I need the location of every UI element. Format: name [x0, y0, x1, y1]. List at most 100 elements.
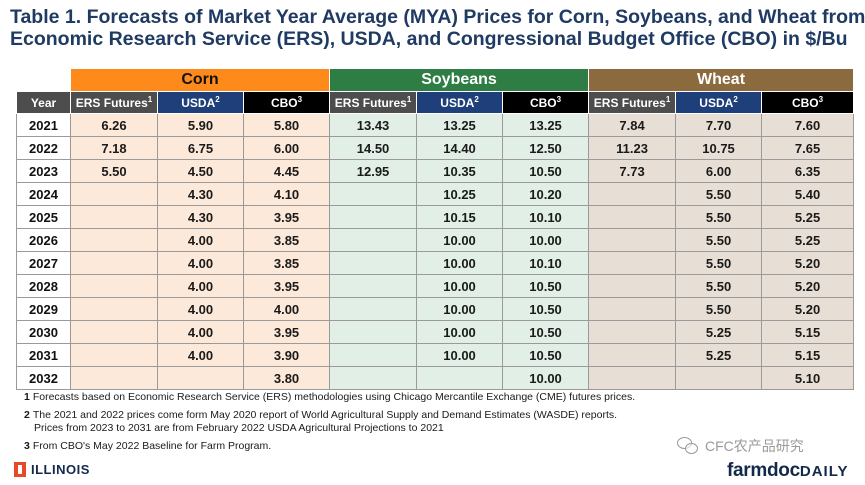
table-row: 2021 6.26 5.90 5.80 13.43 13.25 13.25 7.84 7.70 7…	[16, 113, 855, 137]
column-header-footnote-mark: 3	[818, 95, 824, 104]
corn-cbo-cell: 3.85	[242, 228, 331, 252]
table-title: Table 1. Forecasts of Market Year Averag…	[10, 6, 865, 50]
soy-ers-cell	[329, 182, 418, 206]
illinois-block-i-icon	[14, 462, 26, 477]
soy-cbo-cell: 10.50	[502, 320, 590, 344]
wheat-ers-cell	[588, 320, 677, 344]
column-header-footnote-mark: 3	[556, 95, 562, 104]
corn-ers-cell	[70, 182, 158, 206]
corn-usda-cell: 4.00	[157, 274, 244, 298]
table-row: 2030 4.00 3.95 10.00 10.50 5.25 5.15	[16, 320, 855, 344]
column-header-label: USDA	[440, 96, 475, 110]
corn-cbo-cell: 4.45	[242, 159, 331, 183]
wheat-cbo-cell: 5.15	[761, 320, 855, 344]
soy-cbo-cell: 10.50	[502, 343, 590, 367]
wheat-cbo-cell: 5.20	[761, 251, 855, 275]
soy-ers-cell	[329, 320, 418, 344]
soy-ers-cell	[329, 251, 418, 275]
corn-usda-cell: 4.00	[157, 251, 244, 275]
soy-usda-cell: 10.00	[416, 251, 504, 275]
column-header-footnote-mark: 3	[297, 95, 303, 104]
soy-cbo-cell: 10.00	[502, 228, 590, 252]
column-header-soy-usda: USDA2	[416, 91, 504, 114]
watermark-text: CFC农产品研究	[705, 438, 804, 454]
column-header-label: CBO	[529, 96, 557, 110]
wheat-ers-cell	[588, 182, 677, 206]
price-forecast-table: Corn Soybeans Wheat Year ERS Futures1 USD…	[16, 68, 855, 390]
column-header-footnote-mark: 1	[665, 95, 671, 104]
column-header-footnote-mark: 2	[215, 95, 220, 104]
corn-ers-cell	[70, 228, 158, 252]
wheat-usda-cell: 10.75	[675, 136, 763, 160]
table-row: 2029 4.00 4.00 10.00 10.50 5.50 5.20	[16, 297, 855, 321]
corn-usda-cell: 4.00	[157, 343, 244, 367]
footnote-3: 3 From CBO's May 2022 Baseline for Farm P…	[24, 440, 664, 453]
wheat-ers-cell	[588, 366, 677, 390]
table-row: 2023 5.50 4.50 4.45 12.95 10.35 10.50 7.73 6.00 6…	[16, 159, 855, 183]
table-row: 2025 4.30 3.95 10.15 10.10 5.50 5.25	[16, 205, 855, 229]
corn-ers-cell	[70, 343, 158, 367]
soy-usda-cell: 10.00	[416, 228, 504, 252]
soy-ers-cell: 12.95	[329, 159, 418, 183]
year-cell: 2023	[16, 159, 71, 183]
soy-cbo-cell: 10.10	[502, 251, 590, 275]
corn-usda-cell: 4.30	[157, 205, 244, 229]
wheat-cbo-cell: 5.25	[761, 228, 855, 252]
group-header-spacer	[16, 68, 71, 92]
wheat-cbo-cell: 5.25	[761, 205, 855, 229]
table-row: 2027 4.00 3.85 10.00 10.10 5.50 5.20	[16, 251, 855, 275]
wheat-usda-cell: 5.25	[675, 343, 763, 367]
soy-usda-cell: 13.25	[416, 113, 504, 137]
year-cell: 2026	[16, 228, 71, 252]
corn-cbo-cell: 3.95	[242, 274, 331, 298]
daily-wordmark: DAILY	[799, 463, 849, 480]
corn-cbo-cell: 5.80	[242, 113, 331, 137]
corn-cbo-cell: 6.00	[242, 136, 331, 160]
soy-ers-cell	[329, 343, 418, 367]
corn-cbo-cell: 3.95	[242, 320, 331, 344]
year-cell: 2024	[16, 182, 71, 206]
wheat-usda-cell: 5.50	[675, 228, 763, 252]
wheat-ers-cell: 7.84	[588, 113, 677, 137]
soy-usda-cell: 14.40	[416, 136, 504, 160]
wheat-cbo-cell: 5.40	[761, 182, 855, 206]
table-row: 2032 3.80 10.00 5.10	[16, 366, 855, 390]
column-header-label: ERS Futures	[334, 96, 407, 110]
column-header-footnote-mark: 2	[733, 95, 738, 104]
title-line-2: Economic Research Service (ERS), USDA, a…	[10, 28, 848, 50]
column-header-soy-cbo: CBO3	[502, 91, 590, 114]
footnote-3-text: From CBO's May 2022 Baseline for Farm Pr…	[32, 440, 272, 452]
soy-cbo-cell: 10.50	[502, 297, 590, 321]
soy-cbo-cell: 10.10	[502, 205, 590, 229]
soy-cbo-cell: 10.50	[502, 159, 590, 183]
soy-ers-cell	[329, 205, 418, 229]
wheat-cbo-cell: 6.35	[761, 159, 855, 183]
group-header-corn: Corn	[69, 68, 331, 92]
column-header-row: Year ERS Futures1 USDA2 CBO3 ERS Futures1 US…	[16, 91, 855, 114]
corn-ers-cell: 6.26	[70, 113, 158, 137]
year-cell: 2028	[16, 274, 71, 298]
year-cell: 2029	[16, 297, 71, 321]
footnote-2-number: 2	[24, 409, 30, 421]
footnotes: 1 Forecasts based on Economic Research Se…	[24, 391, 664, 458]
year-cell: 2032	[16, 366, 71, 390]
group-header-wheat: Wheat	[588, 68, 855, 92]
table-row: 2024 4.30 4.10 10.25 10.20 5.50 5.40	[16, 182, 855, 206]
group-header-row: Corn Soybeans Wheat	[16, 68, 855, 92]
table-row: 2031 4.00 3.90 10.00 10.50 5.25 5.15	[16, 343, 855, 367]
column-header-label: ERS Futures	[75, 96, 148, 110]
corn-cbo-cell: 3.85	[242, 251, 331, 275]
wechat-icon	[677, 437, 699, 455]
soy-usda-cell: 10.00	[416, 274, 504, 298]
illinois-logo: ILLINOIS	[14, 462, 90, 477]
wheat-usda-cell: 5.50	[675, 182, 763, 206]
wheat-usda-cell: 5.50	[675, 297, 763, 321]
corn-usda-cell: 4.50	[157, 159, 244, 183]
column-header-footnote-mark: 1	[406, 95, 412, 104]
wheat-cbo-cell: 5.15	[761, 343, 855, 367]
wheat-cbo-cell: 5.20	[761, 297, 855, 321]
group-header-soybeans: Soybeans	[329, 68, 590, 92]
wheat-ers-cell	[588, 343, 677, 367]
column-header-label: USDA	[699, 96, 734, 110]
column-header-wheat-usda: USDA2	[675, 91, 763, 114]
